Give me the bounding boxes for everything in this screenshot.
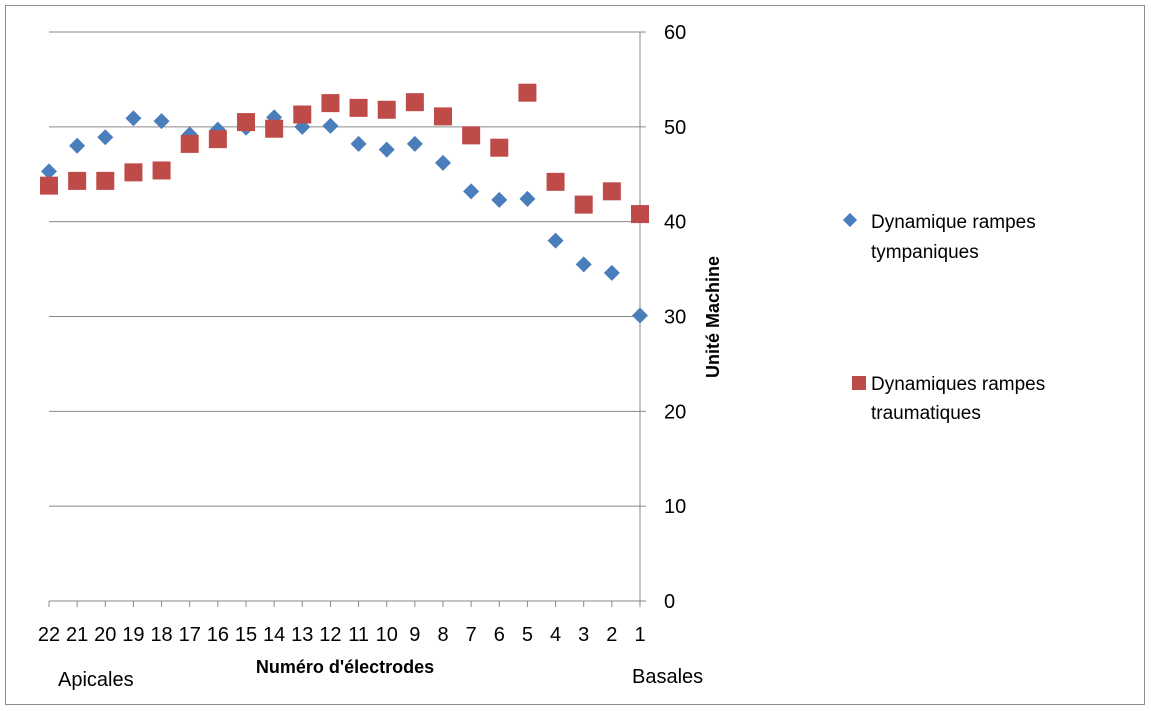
data-point-square bbox=[68, 171, 87, 190]
data-point-diamond bbox=[435, 154, 451, 171]
data-point-diamond bbox=[350, 135, 367, 152]
x-tick-label: 8 bbox=[437, 624, 448, 646]
data-point-square bbox=[349, 98, 368, 117]
legend-label-line-1: Dynamique rampes bbox=[871, 212, 1036, 233]
data-point-diamond bbox=[322, 117, 339, 134]
x-tick-label: 10 bbox=[376, 624, 398, 646]
data-point-square bbox=[40, 176, 58, 195]
data-point-diamond bbox=[41, 163, 57, 180]
data-point-square bbox=[490, 138, 509, 157]
data-point-square bbox=[208, 130, 227, 149]
data-point-square bbox=[152, 161, 171, 180]
data-point-diamond bbox=[491, 191, 508, 208]
x-tick-label: 5 bbox=[522, 624, 533, 646]
data-point-diamond bbox=[69, 137, 86, 154]
x-tick-label: 22 bbox=[38, 624, 60, 646]
data-point-diamond bbox=[547, 232, 564, 249]
y-tick-label: 10 bbox=[664, 496, 686, 518]
data-point-square bbox=[96, 171, 115, 190]
x-tick-label: 15 bbox=[235, 624, 257, 646]
series-tympaniques bbox=[41, 109, 648, 324]
data-point-square bbox=[377, 100, 396, 119]
x-tick-label: 9 bbox=[409, 624, 420, 646]
legend-item-tympaniques: Dynamique rampes tympaniques bbox=[842, 212, 1036, 263]
data-point-square bbox=[602, 182, 621, 201]
data-point-square bbox=[434, 107, 452, 126]
data-point-square bbox=[574, 195, 593, 214]
x-tick-label: 6 bbox=[494, 624, 505, 646]
x-tick-label: 14 bbox=[263, 624, 285, 646]
x-tick-label: 11 bbox=[348, 624, 369, 646]
data-point-square bbox=[180, 134, 199, 153]
data-point-diamond bbox=[632, 307, 648, 324]
x-tick-label: 12 bbox=[319, 624, 341, 646]
chart-frame bbox=[5, 5, 1145, 705]
data-point-square bbox=[237, 113, 255, 132]
series-layer bbox=[40, 83, 649, 324]
series-traumatiques bbox=[40, 83, 649, 224]
data-point-square bbox=[546, 172, 565, 191]
data-point-square bbox=[405, 93, 424, 112]
y-tick-label: 30 bbox=[664, 307, 686, 329]
data-point-square bbox=[124, 163, 143, 182]
x-axis-title: Numéro d'électrodes bbox=[256, 657, 434, 677]
apical-end-label: Apicales bbox=[58, 669, 134, 691]
legend: Dynamique rampes tympaniques Dynamiques … bbox=[842, 212, 1045, 424]
data-point-diamond bbox=[125, 110, 142, 127]
data-point-diamond bbox=[575, 256, 592, 273]
data-point-diamond bbox=[463, 183, 480, 200]
data-point-diamond bbox=[153, 113, 170, 130]
legend-item-traumatiques: Dynamiques rampes traumatiques bbox=[852, 374, 1045, 424]
x-tick-label: 2 bbox=[606, 624, 617, 646]
x-tick-label: 19 bbox=[122, 624, 144, 646]
y-tick-label: 40 bbox=[664, 212, 686, 234]
data-point-square bbox=[631, 205, 649, 224]
gridlines bbox=[49, 31, 640, 507]
y-tick-label: 20 bbox=[664, 401, 686, 423]
data-point-diamond bbox=[519, 190, 536, 207]
y-axis-title: Unité Machine bbox=[703, 256, 723, 378]
data-point-diamond bbox=[97, 129, 114, 146]
x-tick-label: 16 bbox=[207, 624, 229, 646]
x-tick-label: 7 bbox=[466, 624, 477, 646]
x-tick-label: 18 bbox=[150, 624, 172, 646]
y-tick-label: 50 bbox=[664, 117, 686, 139]
x-tick-label: 21 bbox=[66, 624, 88, 646]
data-point-square bbox=[293, 105, 312, 124]
basal-end-label: Basales bbox=[632, 666, 703, 688]
legend-label-line-1: Dynamiques rampes bbox=[871, 374, 1045, 395]
data-point-diamond bbox=[378, 141, 395, 158]
x-tick-label: 13 bbox=[291, 624, 313, 646]
x-tick-label: 4 bbox=[550, 624, 561, 646]
data-point-diamond bbox=[406, 135, 423, 152]
x-tick-label: 3 bbox=[578, 624, 589, 646]
legend-marker-diamond bbox=[842, 212, 858, 228]
legend-label-line-2: tympaniques bbox=[871, 242, 979, 263]
x-tick-label: 17 bbox=[179, 624, 201, 646]
y-tick-label: 0 bbox=[664, 591, 675, 613]
data-point-square bbox=[265, 119, 284, 138]
data-point-square bbox=[462, 126, 481, 145]
data-point-diamond bbox=[603, 264, 620, 281]
x-tick-label: 1 bbox=[634, 624, 645, 646]
legend-label-line-2: traumatiques bbox=[871, 403, 981, 424]
data-point-square bbox=[321, 94, 340, 113]
y-tick-label: 60 bbox=[664, 22, 686, 44]
legend-marker-square bbox=[852, 376, 866, 390]
data-point-square bbox=[518, 83, 537, 102]
x-tick-label: 20 bbox=[94, 624, 116, 646]
